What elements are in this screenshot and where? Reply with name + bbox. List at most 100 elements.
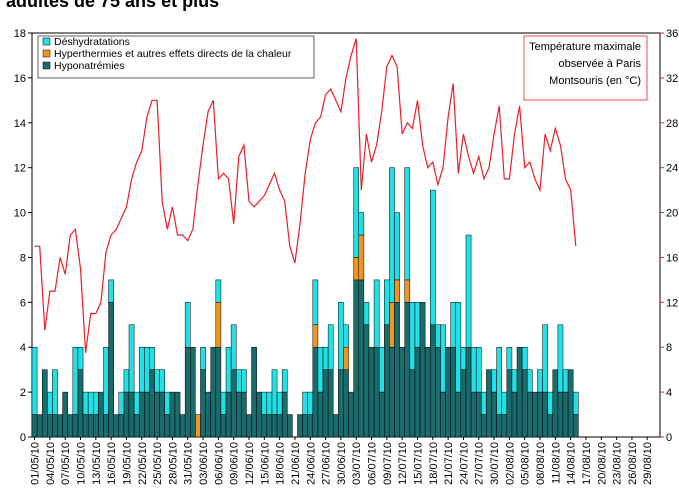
bar-segment (481, 391, 487, 415)
bar-segment (261, 391, 268, 415)
bar-segment (164, 391, 171, 415)
y-tick-label: 8 (20, 252, 26, 264)
bar-segment (322, 369, 329, 438)
x-tick-label: 24/06/10 (305, 442, 317, 485)
bar-segment (435, 346, 441, 438)
bar-segment (445, 346, 451, 438)
x-tick-label: 28/05/10 (167, 442, 179, 485)
bar-segment (144, 346, 150, 393)
bar-segment (414, 302, 421, 348)
x-tick-label: 10/05/10 (76, 442, 88, 485)
bar-segment (481, 414, 487, 438)
y-tick-label: 16 (14, 73, 26, 85)
bar-segment (470, 346, 477, 393)
bar-segment (103, 414, 109, 438)
bar-segment (225, 391, 232, 438)
annotation-box (523, 35, 648, 101)
x-tick-label: 26/08/10 (627, 442, 639, 485)
x-tick-label: 30/06/10 (336, 442, 348, 485)
y-tick-label: 6 (20, 297, 26, 309)
bar-segment (511, 391, 518, 438)
x-tick-label: 07/05/10 (60, 442, 72, 485)
annotation-text: observée à Paris (558, 58, 641, 70)
bar-segment (429, 324, 436, 438)
x-tick-label: 03/07/10 (351, 442, 363, 485)
bar-segment (440, 324, 446, 393)
bar-segment (297, 414, 303, 438)
bar-segment (235, 369, 242, 393)
bar-segment (455, 391, 462, 438)
x-tick-label: 18/06/10 (275, 442, 287, 485)
bar-segment (424, 346, 431, 438)
bar-segment (123, 391, 130, 438)
bar-segment (378, 346, 385, 393)
y-tick-label: 4 (20, 342, 26, 354)
bar-segment (205, 391, 211, 438)
bar-segment (266, 414, 273, 438)
x-tick-label: 05/08/10 (520, 442, 532, 485)
y2-tick-label: 24 (666, 163, 678, 175)
bar-segment (409, 369, 416, 438)
bar-segment (557, 391, 564, 438)
bar-segment (501, 391, 508, 415)
bar-segment (450, 346, 457, 438)
bar-segment (281, 391, 288, 438)
annotation-text: Montsouris (en °C) (549, 75, 641, 87)
bar-segment (62, 391, 68, 438)
bar-segment (455, 302, 462, 393)
x-tick-label: 24/07/10 (458, 442, 470, 485)
x-tick-label: 25/05/10 (152, 442, 164, 485)
bar-segment (52, 369, 58, 415)
bar-segment (210, 346, 217, 438)
x-tick-label: 01/05/10 (30, 442, 42, 485)
bar-segment (118, 391, 125, 415)
x-tick-label: 23/08/10 (612, 442, 624, 485)
bar-segment (307, 414, 314, 438)
bar-segment (363, 324, 370, 438)
bar-segment (200, 369, 206, 438)
bar-segment (572, 414, 579, 438)
bar-segment (322, 346, 329, 370)
y-tick-label: 14 (14, 118, 26, 130)
bar-segment (52, 414, 58, 438)
bar-segment (389, 346, 395, 438)
bar-segment (537, 369, 543, 393)
bar-segment (532, 391, 538, 438)
bar-segment (501, 414, 508, 438)
bar-segment (552, 369, 559, 438)
bar-segment (302, 391, 308, 415)
bar-segment (128, 324, 135, 393)
bar-segment (572, 391, 579, 415)
bar-segment (281, 369, 288, 393)
x-tick-label: 15/06/10 (259, 442, 271, 485)
x-tick-label: 20/08/10 (596, 442, 608, 485)
x-tick-label: 09/07/10 (382, 442, 394, 485)
bar-segment (368, 346, 375, 438)
bar-segment (31, 346, 38, 415)
bar-segment (399, 346, 405, 438)
bar-segment (169, 391, 176, 438)
bar-segment (108, 279, 114, 303)
bar-segment (562, 391, 569, 438)
bar-segment (149, 369, 155, 438)
bar-segment (353, 279, 360, 438)
bar-segment (527, 369, 533, 393)
x-tick-label: 29/08/10 (642, 442, 654, 485)
y-tick-label: 10 (14, 208, 26, 220)
bar-segment (47, 414, 53, 438)
legend-swatch (42, 49, 51, 58)
bar-segment (230, 369, 237, 438)
bar-segment (327, 369, 334, 438)
x-tick-label: 06/07/10 (367, 442, 379, 485)
y2-tick-label: 4 (666, 387, 672, 399)
bar-segment (394, 279, 400, 303)
bar-segment (108, 302, 114, 438)
y2-tick-label: 28 (666, 118, 678, 130)
y2-tick-label: 8 (666, 342, 672, 354)
bar-segment (103, 346, 109, 415)
bar-segment (133, 391, 140, 415)
x-tick-label: 19/05/10 (121, 442, 133, 485)
bar-segment (154, 369, 160, 393)
y2-tick-label: 32 (666, 73, 678, 85)
